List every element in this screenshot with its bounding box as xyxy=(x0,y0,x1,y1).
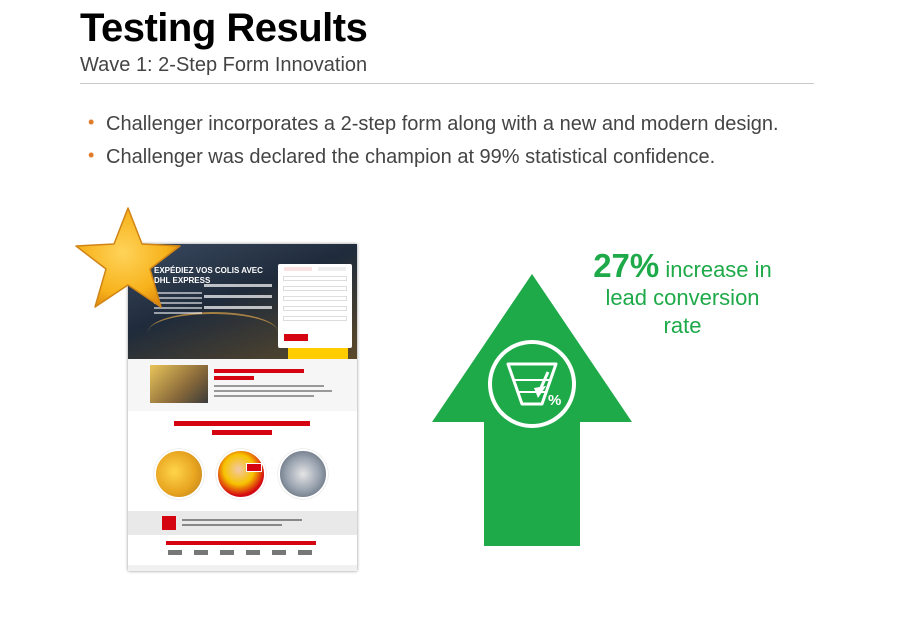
page-footer xyxy=(128,565,357,571)
form-field xyxy=(283,316,347,321)
partners-section xyxy=(128,535,357,571)
result-percent: 27% xyxy=(593,247,659,284)
bullet-item: • Challenger was declared the champion at… xyxy=(88,146,779,169)
bullet-item: • Challenger incorporates a 2-step form a… xyxy=(88,113,779,136)
partner-logo xyxy=(220,550,234,555)
promo-heading-line2 xyxy=(214,376,254,380)
bullet-text: Challenger was declared the champion at … xyxy=(106,146,715,168)
award-strip xyxy=(128,511,357,535)
bullet-dot: • xyxy=(88,112,94,133)
services-heading xyxy=(174,421,310,426)
services-section xyxy=(128,411,357,511)
form-field xyxy=(283,296,347,301)
star-icon xyxy=(72,206,184,310)
funnel-percent-symbol: % xyxy=(548,392,561,409)
result-line-1: 27% increase in xyxy=(570,252,795,284)
form-step-1-tab xyxy=(284,267,312,271)
service-image-printer xyxy=(278,449,328,499)
award-logo xyxy=(162,516,176,530)
promo-text-line xyxy=(214,395,314,397)
hero-road-graphic xyxy=(148,312,278,352)
bullet-dot: • xyxy=(88,145,94,166)
partner-logo xyxy=(298,550,312,555)
result-line-3: rate xyxy=(570,312,795,340)
promo-image xyxy=(150,365,208,403)
dhl-truck xyxy=(288,348,348,359)
courier-badge xyxy=(246,463,262,472)
award-text-line xyxy=(182,524,282,526)
partner-logo xyxy=(168,550,182,555)
slide-subtitle: Wave 1: 2-Step Form Innovation xyxy=(80,54,367,77)
form-field xyxy=(283,276,347,281)
partner-logo xyxy=(272,550,286,555)
form-field xyxy=(283,286,347,291)
promo-section xyxy=(128,359,357,411)
result-line-2: lead conversion xyxy=(570,284,795,312)
bullet-list: • Challenger incorporates a 2-step form a… xyxy=(88,113,779,179)
services-heading-line2 xyxy=(212,430,272,435)
result-line-1-text: increase in xyxy=(665,257,771,282)
partner-logo xyxy=(246,550,260,555)
two-step-form xyxy=(278,264,352,348)
conversion-result: 27% increase in lead conversion rate xyxy=(570,252,795,340)
promo-text-line xyxy=(214,390,332,392)
slide-title: Testing Results xyxy=(80,6,367,51)
promo-text-line xyxy=(214,385,324,387)
partners-heading xyxy=(166,541,316,545)
hero-checklist xyxy=(204,284,272,317)
form-submit-button xyxy=(284,334,308,341)
bullet-text: Challenger incorporates a 2-step form al… xyxy=(106,113,779,135)
partner-logo xyxy=(194,550,208,555)
award-text-line xyxy=(182,519,302,521)
form-field xyxy=(283,306,347,311)
title-divider xyxy=(80,83,814,84)
form-step-2-tab xyxy=(318,267,346,271)
service-image-boxes xyxy=(154,449,204,499)
promo-heading xyxy=(214,369,304,373)
service-image-courier xyxy=(216,449,266,499)
